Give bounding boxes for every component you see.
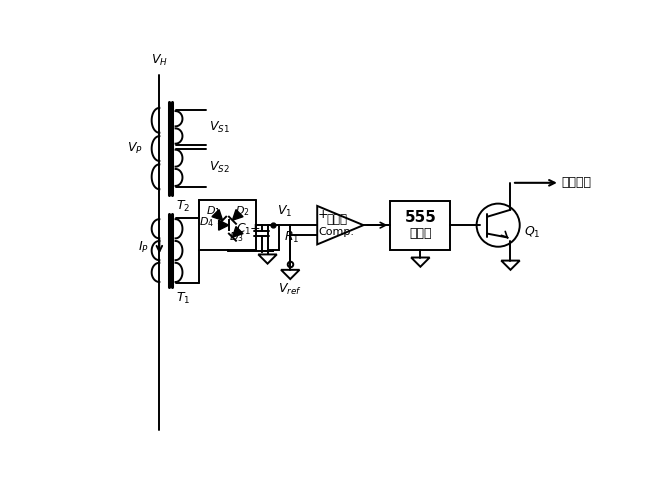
Text: $D_3$: $D_3$ (229, 230, 244, 244)
Text: $T_2$: $T_2$ (176, 198, 190, 214)
Text: Comp.: Comp. (318, 227, 355, 237)
Polygon shape (212, 210, 223, 220)
Text: $C_1$: $C_1$ (236, 222, 252, 238)
Bar (268, 225, 278, 250)
Text: $V_{S2}$: $V_{S2}$ (209, 160, 230, 176)
Text: $V_P$: $V_P$ (127, 141, 142, 156)
Text: 555: 555 (404, 210, 436, 225)
Polygon shape (233, 210, 243, 220)
Text: $D_4$: $D_4$ (198, 215, 214, 229)
Text: 至關閉端: 至關閉端 (561, 176, 591, 190)
Text: $Q_1$: $Q_1$ (523, 226, 540, 240)
Text: $T_1$: $T_1$ (176, 291, 190, 306)
Text: $V_{S1}$: $V_{S1}$ (209, 120, 230, 135)
Polygon shape (218, 220, 229, 230)
Text: $V_{ref}$: $V_{ref}$ (278, 282, 302, 297)
Text: 單肅發: 單肅發 (409, 227, 432, 240)
Text: 比較器: 比較器 (326, 214, 347, 226)
Polygon shape (233, 226, 243, 237)
Bar (390, 200, 450, 250)
Text: $V_H$: $V_H$ (151, 52, 168, 68)
Text: $R_1$: $R_1$ (284, 230, 300, 245)
Text: $D_2$: $D_2$ (234, 204, 249, 218)
Text: +: + (317, 208, 328, 221)
Text: $V_1$: $V_1$ (277, 204, 293, 219)
Text: +: + (249, 222, 260, 234)
Text: $D_1$: $D_1$ (205, 204, 220, 218)
Text: $I_P$: $I_P$ (138, 240, 149, 254)
